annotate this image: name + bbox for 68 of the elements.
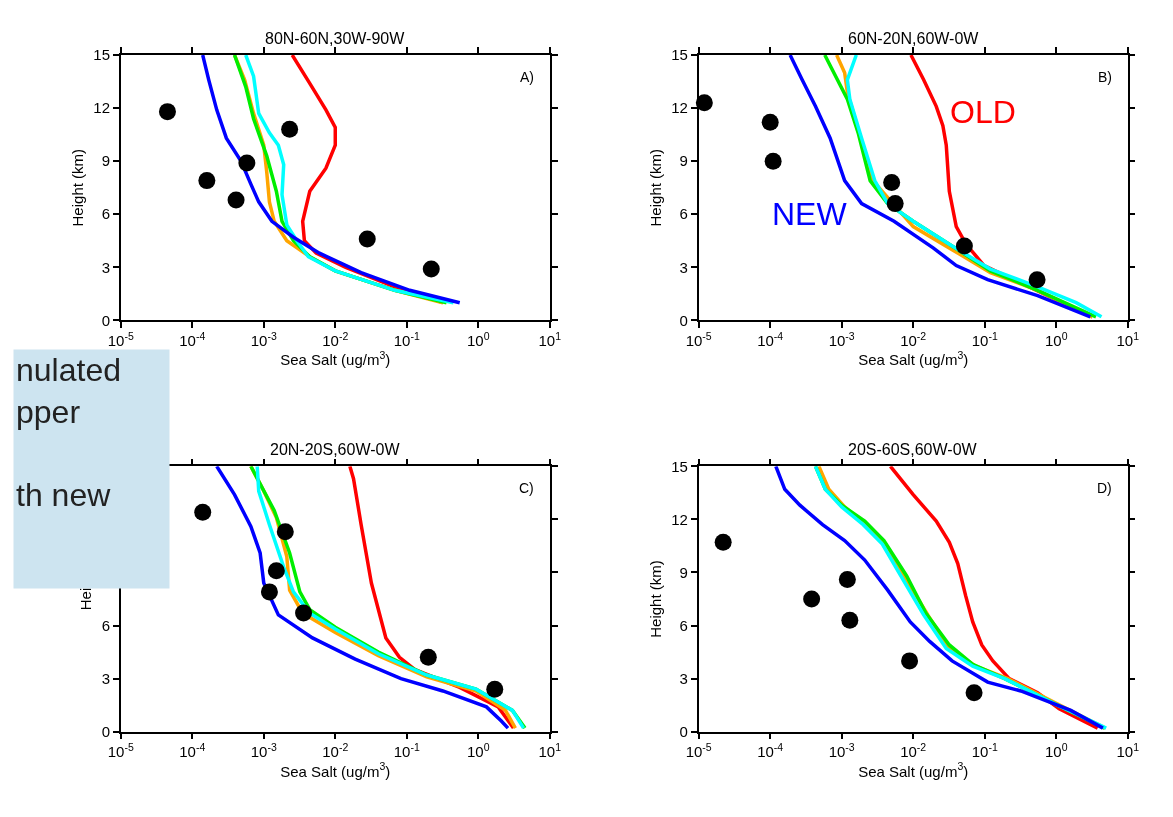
- x-tick-label: 10$^{1}$: [538, 329, 562, 350]
- annotation: C): [519, 480, 534, 496]
- text: nulated pper th new: [16, 352, 121, 513]
- y-tick-label: 6: [101, 205, 110, 223]
- y-tick-label: 6: [679, 205, 688, 223]
- x-tick-label: 10$^{-2}$: [322, 741, 349, 761]
- y-tick-label: 3: [679, 669, 688, 687]
- y-tick-label: 15: [93, 46, 110, 64]
- x-tick-label: 10$^{-3}$: [250, 329, 277, 350]
- x-tick-label: 10$^{0}$: [467, 741, 490, 761]
- x-tick-label: 10$^{-3}$: [250, 741, 277, 761]
- annotation: A): [520, 69, 534, 85]
- y-tick-label: 0: [101, 311, 110, 329]
- x-tick-label: 10$^{0}$: [1044, 329, 1068, 350]
- y-axis-title: Height (km): [646, 148, 664, 227]
- x-tick-label: 10$^{-2}$: [900, 741, 927, 761]
- y-axis-title: Height (km): [646, 560, 664, 638]
- x-tick-label: 10$^{-4}$: [757, 329, 784, 350]
- chart-title: 80N-60N,30W-90W: [265, 30, 406, 47]
- x-tick-label: 10$^{-4}$: [179, 741, 206, 761]
- x-tick-label: 10$^{1}$: [1116, 741, 1140, 761]
- x-tick-label: 10$^{-4}$: [757, 741, 784, 761]
- x-tick-label: 10$^{-5}$: [685, 329, 712, 350]
- chart-title: 20S-60S,60W-0W: [848, 441, 978, 458]
- x-tick-label: 10$^{-4}$: [179, 329, 206, 350]
- y-tick-label: 0: [679, 722, 688, 740]
- y-axis-title: Height (km): [69, 148, 87, 227]
- y-tick-label: 12: [671, 99, 688, 117]
- x-tick-label: 10$^{-5}$: [685, 741, 712, 761]
- x-tick-label: 10$^{-3}$: [828, 741, 855, 761]
- x-tick-label: 10$^{0}$: [467, 329, 490, 350]
- x-tick-label: 10$^{-1}$: [393, 741, 420, 761]
- y-tick-label: 0: [101, 722, 110, 740]
- x-tick-label: 10$^{-2}$: [322, 329, 349, 350]
- y-tick-label: 3: [679, 258, 688, 276]
- x-tick-label: 10$^{-1}$: [393, 329, 420, 350]
- x-tick-label: 10$^{-1}$: [971, 741, 998, 761]
- annotation: B): [1098, 69, 1112, 85]
- y-tick-label: 12: [93, 99, 110, 117]
- y-tick-label: 3: [101, 258, 110, 276]
- x-axis-title: Sea Salt (ug/m$^{3}$): [858, 760, 969, 780]
- x-tick-label: 10$^{1}$: [538, 741, 562, 761]
- y-tick-label: 6: [679, 616, 688, 634]
- y-tick-label: 9: [679, 152, 688, 170]
- x-axis-title: Sea Salt (ug/m$^{3}$): [280, 349, 391, 369]
- chart-title: 20N-20S,60W-0W: [270, 441, 401, 458]
- y-tick-label: 12: [671, 510, 688, 528]
- x-tick-label: 10$^{-5}$: [107, 329, 134, 350]
- annotation: D): [1097, 480, 1112, 496]
- x-tick-label: 10$^{-1}$: [971, 329, 998, 350]
- y-axis-title: Hei: [77, 587, 95, 611]
- chart-title: 60N-20N,60W-0W: [848, 30, 980, 47]
- annotation: NEW: [772, 196, 848, 232]
- y-tick-label: 3: [101, 669, 110, 687]
- x-tick-label: 10$^{-5}$: [107, 741, 134, 761]
- x-axis-title: Sea Salt (ug/m$^{3}$): [280, 760, 391, 780]
- x-tick-label: 10$^{1}$: [1116, 329, 1140, 350]
- x-tick-label: 10$^{-2}$: [900, 329, 927, 350]
- y-tick-label: 9: [101, 152, 110, 170]
- x-axis-title: Sea Salt (ug/m$^{3}$): [858, 349, 969, 369]
- y-tick-label: 15: [671, 46, 688, 64]
- y-tick-label: 0: [679, 311, 688, 329]
- y-tick-label: 6: [101, 616, 110, 634]
- x-tick-label: 10$^{-3}$: [828, 329, 855, 350]
- y-tick-label: 15: [671, 457, 688, 475]
- y-tick-label: 9: [679, 563, 688, 581]
- annotation: OLD: [950, 94, 1016, 130]
- x-tick-label: 10$^{0}$: [1044, 741, 1068, 761]
